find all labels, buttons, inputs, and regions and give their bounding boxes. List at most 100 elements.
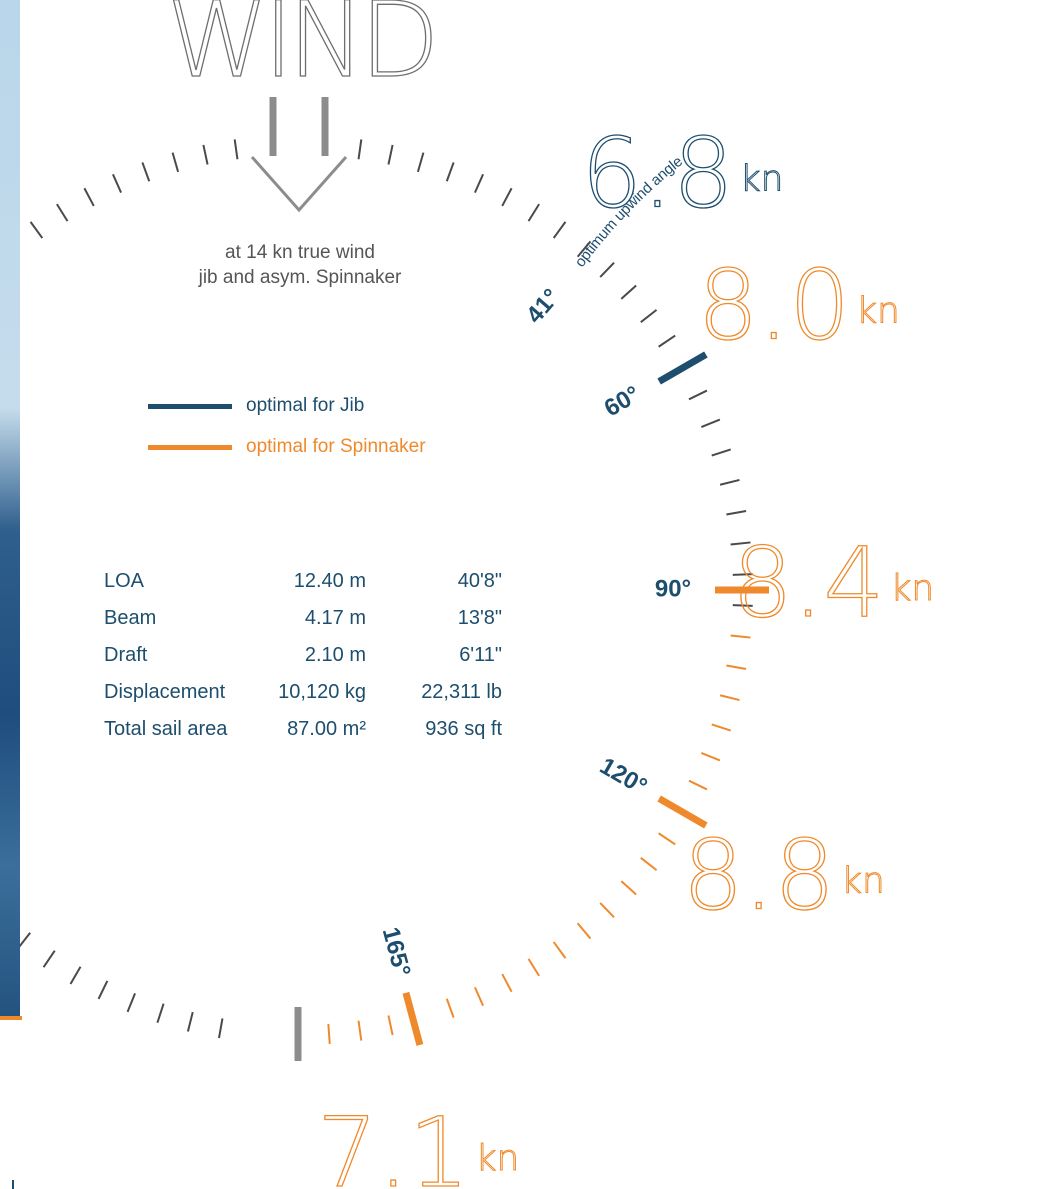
- angle-label: 60°: [600, 381, 645, 423]
- spec-metric: 4.17 m: [304, 607, 366, 629]
- spec-imperial: 6'11": [459, 644, 502, 666]
- legend-item-spinnaker: optimal for Spinnaker: [148, 434, 426, 460]
- sea-photo-accent: [0, 1016, 22, 1020]
- speed-unit: kn: [891, 568, 935, 609]
- tick-mark: [126, 992, 136, 1013]
- speed-readout: 8.8 kn: [682, 820, 884, 932]
- tick-mark: [711, 448, 732, 457]
- spec-name: Total sail area: [104, 718, 228, 740]
- spec-imperial: 22,311 lb: [421, 681, 502, 703]
- sea-photo-strip: [0, 0, 20, 1020]
- tick-mark: [186, 1011, 194, 1032]
- legend-spinnaker-label: optimal for Spinnaker: [246, 436, 426, 457]
- spec-metric: 87.00 m²: [287, 718, 366, 740]
- specs-table: LOA 12.40 m 40'8" Beam 4.17 m 13'8" Draf…: [104, 563, 502, 748]
- highlight-mark: [402, 991, 424, 1046]
- angle-highlight-marks: [294, 351, 769, 1061]
- speed-readout: 7.1 kn: [317, 1097, 519, 1189]
- tick-mark: [42, 950, 56, 968]
- legend-jib-label: optimal for Jib: [246, 395, 365, 416]
- spec-metric: 12.40 m: [293, 570, 366, 592]
- tick-mark: [700, 418, 721, 428]
- tick-mark: [688, 779, 708, 791]
- spec-row-loa: LOA 12.40 m 40'8": [104, 563, 502, 600]
- speed-unit: kn: [856, 291, 900, 332]
- speed-unit: kn: [740, 158, 784, 199]
- spec-name: Beam: [104, 607, 157, 629]
- tick-mark: [658, 334, 676, 348]
- speed-readout: 8.0 kn: [697, 250, 899, 362]
- tick-mark: [688, 389, 708, 401]
- tick-mark: [552, 221, 567, 239]
- tick-mark: [527, 203, 540, 222]
- spec-name: LOA: [104, 570, 145, 592]
- spec-row-draft: Draft 2.10 m 6'11": [104, 637, 502, 674]
- spec-metric: 10,120 kg: [278, 681, 366, 703]
- speed-value: 6.8: [581, 118, 734, 230]
- tick-mark: [730, 634, 751, 639]
- speed-readout: 8.4 kn: [732, 527, 934, 639]
- highlight-mark: [657, 795, 708, 829]
- wind-title: WIND: [166, 0, 433, 101]
- wind-condition-line1: at 14 kn true wind: [225, 242, 375, 263]
- spec-row-displacement: Displacement 10,120 kg 22,311 lb: [104, 674, 502, 711]
- tick-mark: [357, 1020, 363, 1041]
- tick-mark: [576, 240, 592, 258]
- tick-mark: [700, 752, 721, 762]
- wind-condition-line2: jib and asym. Spinnaker: [198, 267, 402, 288]
- legend-item-jib: optimal for Jib: [148, 393, 426, 419]
- tick-mark: [141, 162, 151, 182]
- angle-label: 41°: [521, 284, 565, 329]
- tick-mark: [732, 573, 753, 576]
- speed-value: 7.1: [317, 1097, 470, 1189]
- spec-imperial: 40'8": [457, 570, 502, 592]
- speed-unit: kn: [841, 861, 885, 902]
- angle-label: 120°: [595, 752, 651, 800]
- speed-value: 8.0: [697, 250, 850, 362]
- tick-mark: [711, 723, 732, 732]
- tick-mark: [620, 880, 637, 896]
- legend: optimal for Jib optimal for Spinnaker: [148, 393, 426, 475]
- highlight-mark: [657, 351, 708, 385]
- tick-mark: [732, 604, 753, 607]
- tick-mark: [83, 187, 95, 207]
- wind-condition-caption: at 14 kn true wind jib and asym. Spinnak…: [150, 240, 450, 290]
- tick-mark: [552, 941, 567, 959]
- speed-readout: 6.8 kn: [581, 118, 783, 230]
- tick-mark: [416, 152, 425, 173]
- tick-mark: [387, 144, 394, 165]
- tick-mark: [640, 857, 658, 871]
- tick-mark: [97, 980, 109, 1000]
- tick-mark: [156, 1003, 165, 1024]
- tick-mark: [445, 998, 455, 1018]
- tick-mark: [218, 1018, 224, 1039]
- tick-mark: [599, 902, 615, 918]
- speed-unit: kn: [476, 1138, 520, 1179]
- tick-mark: [357, 139, 363, 160]
- tick-mark: [474, 986, 484, 1007]
- tick-mark: [501, 973, 513, 993]
- tick-mark: [599, 262, 615, 278]
- crop-mark: [12, 1180, 14, 1189]
- tick-mark: [730, 541, 751, 546]
- angle-label: 165°: [377, 924, 416, 979]
- wind-direction-arrow-icon: [250, 97, 348, 213]
- speed-readouts: 6.8 kn8.0 kn8.4 kn8.8 kn7.1 kn: [316, 117, 934, 1189]
- tick-mark: [171, 152, 180, 173]
- tick-mark: [726, 510, 747, 516]
- tick-mark: [202, 144, 209, 165]
- tick-mark: [527, 958, 540, 977]
- angle-label: 90°: [655, 575, 691, 602]
- tick-mark: [719, 694, 740, 702]
- tick-mark: [726, 664, 747, 670]
- tick-mark: [658, 832, 676, 846]
- tick-mark: [576, 922, 592, 940]
- spec-name: Draft: [104, 644, 148, 666]
- tick-mark: [719, 478, 740, 486]
- speed-value: 8.4: [732, 527, 885, 639]
- legend-spinnaker-line: [148, 444, 232, 450]
- spec-imperial: 936 sq ft: [425, 718, 502, 740]
- tick-mark: [501, 187, 513, 207]
- tick-mark: [69, 966, 82, 985]
